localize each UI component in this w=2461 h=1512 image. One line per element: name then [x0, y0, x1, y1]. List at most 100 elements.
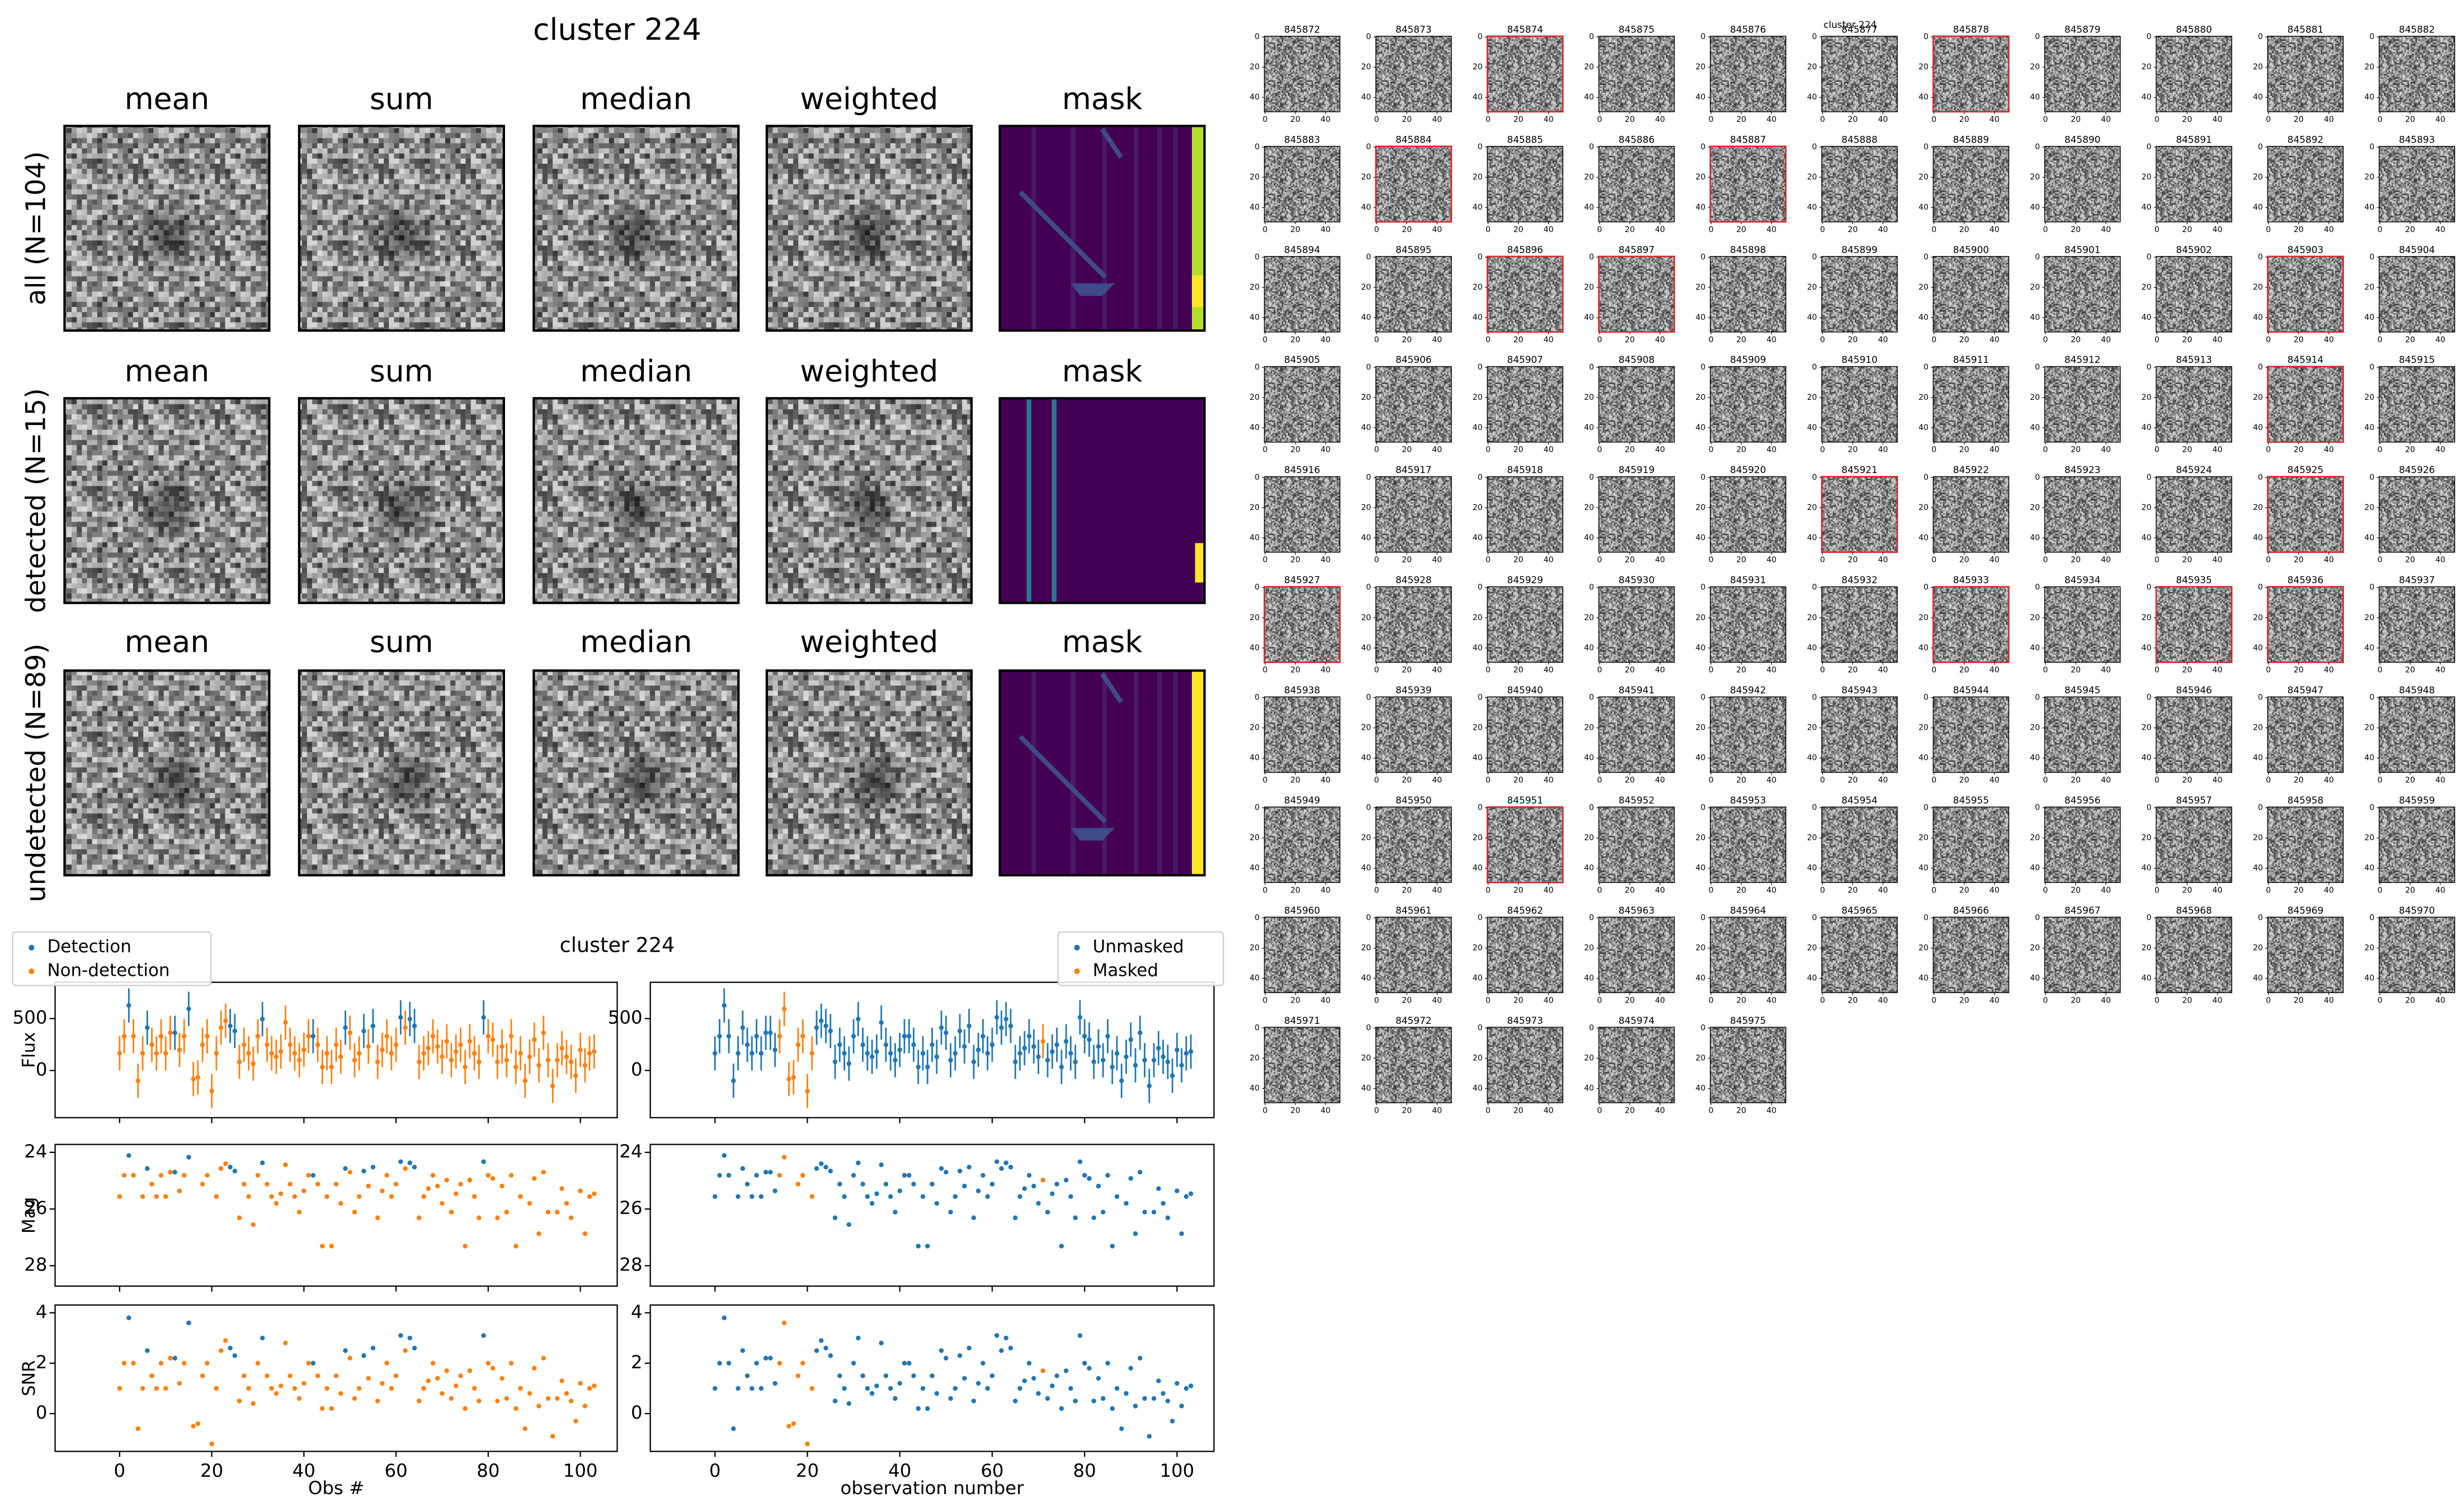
data-point: [1110, 1244, 1115, 1249]
data-point: [568, 1215, 574, 1221]
data-point: [361, 1169, 366, 1174]
thumbnail-image: [1933, 476, 2009, 552]
thumbnail-y-tick-label: 40: [1918, 754, 1929, 763]
data-point: [814, 1166, 819, 1171]
data-point: [467, 1178, 473, 1183]
thumbnail-y-tick-label: 0: [2035, 913, 2040, 922]
thumbnail-y-tick-label: 20: [1361, 283, 1371, 292]
thumbnail-x-tick-label: 0: [2377, 996, 2382, 1005]
data-point: [412, 1345, 417, 1351]
thumbnail-y-tick-label: 20: [1250, 393, 1260, 402]
data-point: [430, 1173, 436, 1178]
data-point: [347, 1030, 352, 1036]
thumbnail-label: 845955: [1953, 795, 1989, 806]
thumbnail-x-tick-label: 0: [2377, 446, 2382, 455]
thumbnail-y-tick-label: 40: [1584, 203, 1594, 212]
thumbnail-y-tick-label: 40: [2142, 203, 2152, 212]
thumbnail-x-tick-label: 0: [1709, 996, 1714, 1005]
cutout-frame: [298, 669, 505, 877]
data-point: [499, 1376, 505, 1381]
thumbnail-image: [1822, 256, 1898, 332]
thumbnail-x-tick-label: 40: [1321, 115, 1331, 124]
thumbnail-x-tick-label: 0: [1374, 776, 1379, 785]
thumbnail-y-tick-label: 20: [1250, 503, 1260, 512]
data-point: [329, 1065, 334, 1070]
data-point: [352, 1057, 357, 1063]
data-point: [1063, 1039, 1069, 1044]
data-point: [338, 1391, 343, 1396]
data-point: [967, 1023, 972, 1029]
data-point: [218, 1166, 224, 1171]
data-point: [191, 1424, 196, 1429]
thumbnail-y-tick-label: 40: [1918, 864, 1929, 873]
data-point: [477, 1398, 482, 1404]
thumbnail-y-tick-label: 40: [1250, 754, 1260, 763]
thumbnail-x-tick-label: 40: [1989, 115, 2000, 124]
thumbnail-label: 845940: [1507, 684, 1543, 696]
thumbnail-image: [1599, 146, 1675, 222]
data-point: [837, 1182, 842, 1187]
thumbnail-label: 845884: [1395, 134, 1431, 145]
data-point: [1008, 1345, 1013, 1351]
thumbnail-label: 845875: [1619, 23, 1654, 35]
thumbnail-image: [1375, 917, 1451, 993]
thumbnail-y-tick-label: 0: [1366, 804, 1371, 812]
thumbnail-x-tick-label: 40: [1878, 886, 1888, 895]
data-point: [283, 1020, 288, 1025]
thumbnail-x-tick-label: 0: [2154, 446, 2160, 455]
thumbnail-label: 845880: [2176, 23, 2212, 35]
data-point: [1119, 1426, 1124, 1431]
thumbnail-image: [1599, 697, 1675, 773]
data-point: [754, 1173, 759, 1178]
thumbnail-image: [1487, 1027, 1563, 1103]
thumbnail-y-tick-label: 40: [1361, 313, 1371, 322]
thumbnail-x-tick-label: 0: [2377, 336, 2382, 344]
mask-column: [1192, 670, 1205, 876]
thumbnail-x-tick-label: 40: [1544, 225, 1554, 234]
data-point: [1110, 1065, 1115, 1070]
cutout-title: cluster 224: [533, 12, 701, 47]
thumbnail-frame: [2267, 476, 2344, 553]
data-point: [380, 1381, 385, 1386]
thumbnail-y-tick-label: 0: [2258, 804, 2263, 812]
data-point: [1077, 1159, 1083, 1164]
data-point: [568, 1059, 574, 1065]
data-point: [121, 1173, 127, 1178]
thumbnail-label: 845936: [2288, 574, 2323, 585]
thumbnail-y-tick-label: 20: [1361, 173, 1371, 182]
thumbnail-y-tick-label: 0: [1589, 32, 1594, 41]
thumbnail-y-tick-label: 0: [1812, 804, 1817, 812]
data-point: [564, 1391, 569, 1396]
data-point: [768, 1030, 773, 1036]
y-axis-label: Mag: [19, 1197, 39, 1234]
data-point: [869, 1054, 875, 1060]
thumbnail-x-tick-label: 20: [2405, 225, 2415, 234]
thumbnail-x-tick-label: 0: [1486, 776, 1491, 785]
data-point: [1040, 1368, 1046, 1373]
thumbnail-x-tick-label: 40: [1766, 776, 1776, 785]
data-point: [458, 1182, 463, 1187]
mask-stripe: [1071, 670, 1076, 876]
thumbnail-image: [2379, 476, 2455, 552]
thumbnail-x-tick-label: 20: [1848, 336, 1858, 344]
thumbnail-y-tick-label: 20: [1361, 724, 1371, 733]
data-point: [781, 1320, 787, 1326]
data-point: [205, 1173, 210, 1178]
thumbnail-label: 845966: [1953, 905, 1989, 916]
thumbnail-y-tick-label: 40: [2030, 644, 2040, 653]
thumbnail-label: 845961: [1395, 905, 1431, 916]
thumbnail-frame: [2156, 476, 2232, 553]
data-point: [384, 1360, 389, 1366]
thumbnail-label: 845957: [2176, 795, 2212, 806]
thumbnail-y-tick-label: 40: [1807, 644, 1817, 653]
thumbnail-x-tick-label: 40: [2212, 336, 2222, 344]
data-point: [791, 1075, 796, 1080]
thumbnail-x-tick-label: 20: [1959, 776, 1969, 785]
data-point: [948, 1057, 953, 1063]
data-point: [417, 1215, 422, 1221]
thumbnail-image: [1710, 587, 1786, 663]
data-point: [578, 1381, 583, 1386]
thumbnail-image: [1599, 917, 1675, 993]
data-point: [172, 1170, 177, 1175]
data-point: [1022, 1186, 1027, 1191]
